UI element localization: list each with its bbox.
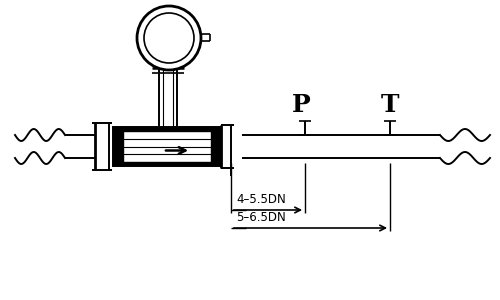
Text: T: T	[381, 93, 399, 117]
Text: 5–6.5DN: 5–6.5DN	[236, 211, 286, 224]
Circle shape	[144, 13, 194, 63]
Text: P: P	[292, 93, 310, 117]
Bar	[123, 131, 211, 162]
Text: 4–5.5DN: 4–5.5DN	[236, 193, 286, 206]
Circle shape	[137, 6, 201, 70]
Bar	[113, 127, 221, 166]
